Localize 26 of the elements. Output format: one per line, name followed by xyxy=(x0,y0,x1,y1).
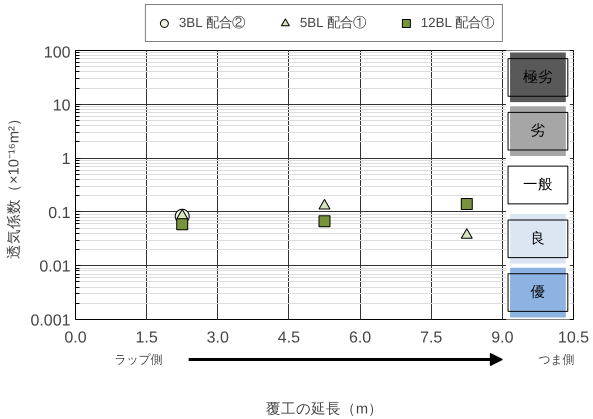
y-tick-label: 100 xyxy=(44,44,71,62)
x-tick-label: 6.0 xyxy=(348,330,372,346)
x-tick-label: 10.5 xyxy=(558,330,590,346)
y-tick-label: 0.1 xyxy=(48,204,71,222)
x-tick-label: 3.0 xyxy=(206,330,230,346)
x-tick-label: 0.0 xyxy=(64,330,87,346)
legend-label: 5BL 配合① xyxy=(300,14,366,32)
x-tick-label: 1.5 xyxy=(136,330,158,346)
band-label: 優 xyxy=(530,284,546,301)
legend-label: 12BL 配合① xyxy=(420,14,494,32)
x-tick-label: 4.5 xyxy=(278,330,300,346)
y-tick-label: 1 xyxy=(62,151,71,168)
y-tick-label: 10 xyxy=(52,97,71,114)
legend-label: 3BL 配合② xyxy=(178,14,245,32)
x-axis-title: 覆工の延長（m） xyxy=(266,400,384,418)
band-label: 一般 xyxy=(522,177,553,193)
text: つま側 xyxy=(538,352,575,366)
band-label: 極劣 xyxy=(522,68,553,86)
x-tick-label: 9.0 xyxy=(491,330,514,346)
band-label: 良 xyxy=(530,230,546,247)
x-tick-label: 7.5 xyxy=(420,330,442,346)
y-tick-label: 0.01 xyxy=(39,258,71,276)
y-tick-label: 0.001 xyxy=(30,312,71,330)
band-label: 劣 xyxy=(530,122,546,140)
text: ラップ側 xyxy=(114,352,162,366)
y-axis-title: 透気係数（×10⁻¹⁶m²） xyxy=(5,111,22,259)
